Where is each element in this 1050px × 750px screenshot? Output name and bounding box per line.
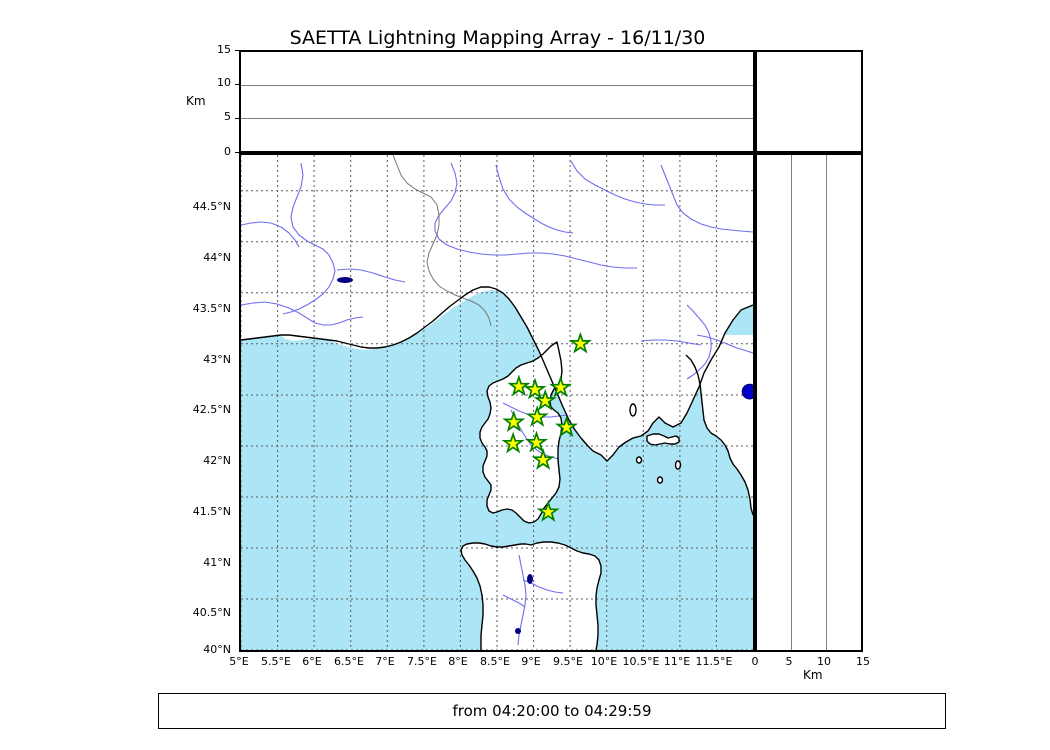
tick-top-10: 10 [217,76,231,89]
tick-lat-42-5: 42.5°N [192,403,231,416]
tick-right-0: 0 [751,655,759,668]
tick-lon-5: 5°E [229,655,249,668]
tick-top-5: 5 [224,110,231,123]
landmass-italy-west [686,335,753,515]
tick-lat-40-5: 40.5°N [192,606,231,619]
island-pianosa [636,457,642,463]
tickmark-top-10 [235,84,239,85]
tick-lat-44: 44°N [203,251,231,264]
tick-lat-43: 43°N [203,353,231,366]
island-elba [647,434,679,445]
tick-lat-40: 40°N [203,643,231,656]
panel-lightning-map[interactable] [239,153,755,652]
panel-altitude-corner[interactable] [755,50,863,153]
tick-lon-10-5: 10.5°E [622,655,660,668]
coast-provence-detail [241,275,499,350]
tick-right-10: 10 [817,655,831,668]
tick-top-15: 15 [217,43,231,56]
tick-lon-9: 9°E [521,655,541,668]
tick-lon-11-5: 11.5°E [695,655,733,668]
borders-layer [392,155,492,327]
tickmark-top-0 [235,152,239,153]
island-giglio [675,461,681,469]
tick-lon-9-5: 9.5°E [553,655,583,668]
tick-right-15: 15 [856,655,870,668]
tick-lat-44-5: 44.5°N [192,200,231,213]
panel-altitude-vs-longitude[interactable] [239,50,755,153]
gridline-10km [241,85,753,86]
tick-lat-41-5: 41.5°N [192,505,231,518]
axis-label-right-km: Km [803,668,823,682]
tick-lat-43-5: 43.5°N [192,302,231,315]
tick-lon-6: 6°E [302,655,322,668]
gridline-right-5km [791,155,792,650]
time-range-text: from 04:20:00 to 04:29:59 [452,702,652,720]
vhf-source-point [741,383,753,400]
landmass-sardinia [461,542,601,650]
tick-lon-5-5: 5.5°E [261,655,291,668]
tick-lon-10: 10°E [590,655,618,668]
tick-lon-8: 8°E [448,655,468,668]
tick-right-5: 5 [785,655,793,668]
tick-lat-42: 42°N [203,454,231,467]
tick-lon-7: 7°E [375,655,395,668]
page-title: SAETTA Lightning Mapping Array - 16/11/3… [289,27,706,49]
tick-lon-7-5: 7.5°E [407,655,437,668]
map-graphic [241,155,753,650]
lakes-layer [337,277,533,634]
island-montecristo [657,477,663,483]
tick-lon-11: 11°E [663,655,691,668]
tickmark-top-5 [235,118,239,119]
tickmark-top-15 [235,50,239,51]
tick-lon-6-5: 6.5°E [334,655,364,668]
gridline-right-10km [826,155,827,650]
landmass-mainland-europe [241,155,753,461]
axis-label-top-km: Km [186,94,206,108]
map-gridlines [241,155,753,650]
tick-top-0: 0 [224,145,231,158]
tick-lon-8-5: 8.5°E [480,655,510,668]
panel-altitude-vs-latitude[interactable] [755,153,863,652]
gridline-5km [241,118,753,119]
time-range-annotation: from 04:20:00 to 04:29:59 [158,693,946,729]
island-capraia [630,404,636,416]
tick-lat-41: 41°N [203,556,231,569]
